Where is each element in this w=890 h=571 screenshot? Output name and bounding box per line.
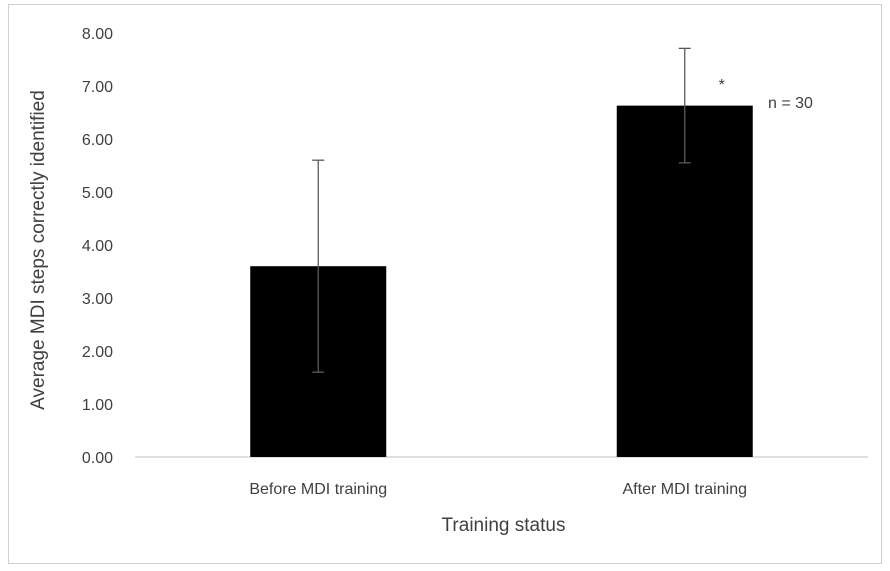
y-axis-title: Average MDI steps correctly identified (28, 90, 49, 410)
x-axis-title: Training status (442, 515, 566, 536)
y-axis-ticks: 0.00 1.00 2.00 3.00 4.00 5.00 6.00 7.00 8.00 (82, 26, 113, 467)
sample-size-label: n = 30 (768, 95, 813, 112)
y-tick-label: 2.00 (82, 344, 113, 361)
significance-marker: * (719, 77, 725, 94)
y-tick-label: 5.00 (82, 185, 113, 202)
x-tick-label: After MDI training (623, 481, 747, 498)
y-tick-label: 1.00 (82, 397, 113, 414)
y-tick-label: 7.00 (82, 79, 113, 96)
y-tick-label: 3.00 (82, 291, 113, 308)
y-tick-label: 0.00 (82, 450, 113, 467)
error-bars (312, 47, 691, 373)
bars (250, 105, 753, 458)
category-labels: Before MDI training After MDI training (249, 481, 747, 498)
y-tick-label: 6.00 (82, 132, 113, 149)
x-tick-label: Before MDI training (249, 481, 387, 498)
y-tick-label: 8.00 (82, 26, 113, 43)
bar (616, 105, 753, 458)
y-tick-label: 4.00 (82, 238, 113, 255)
